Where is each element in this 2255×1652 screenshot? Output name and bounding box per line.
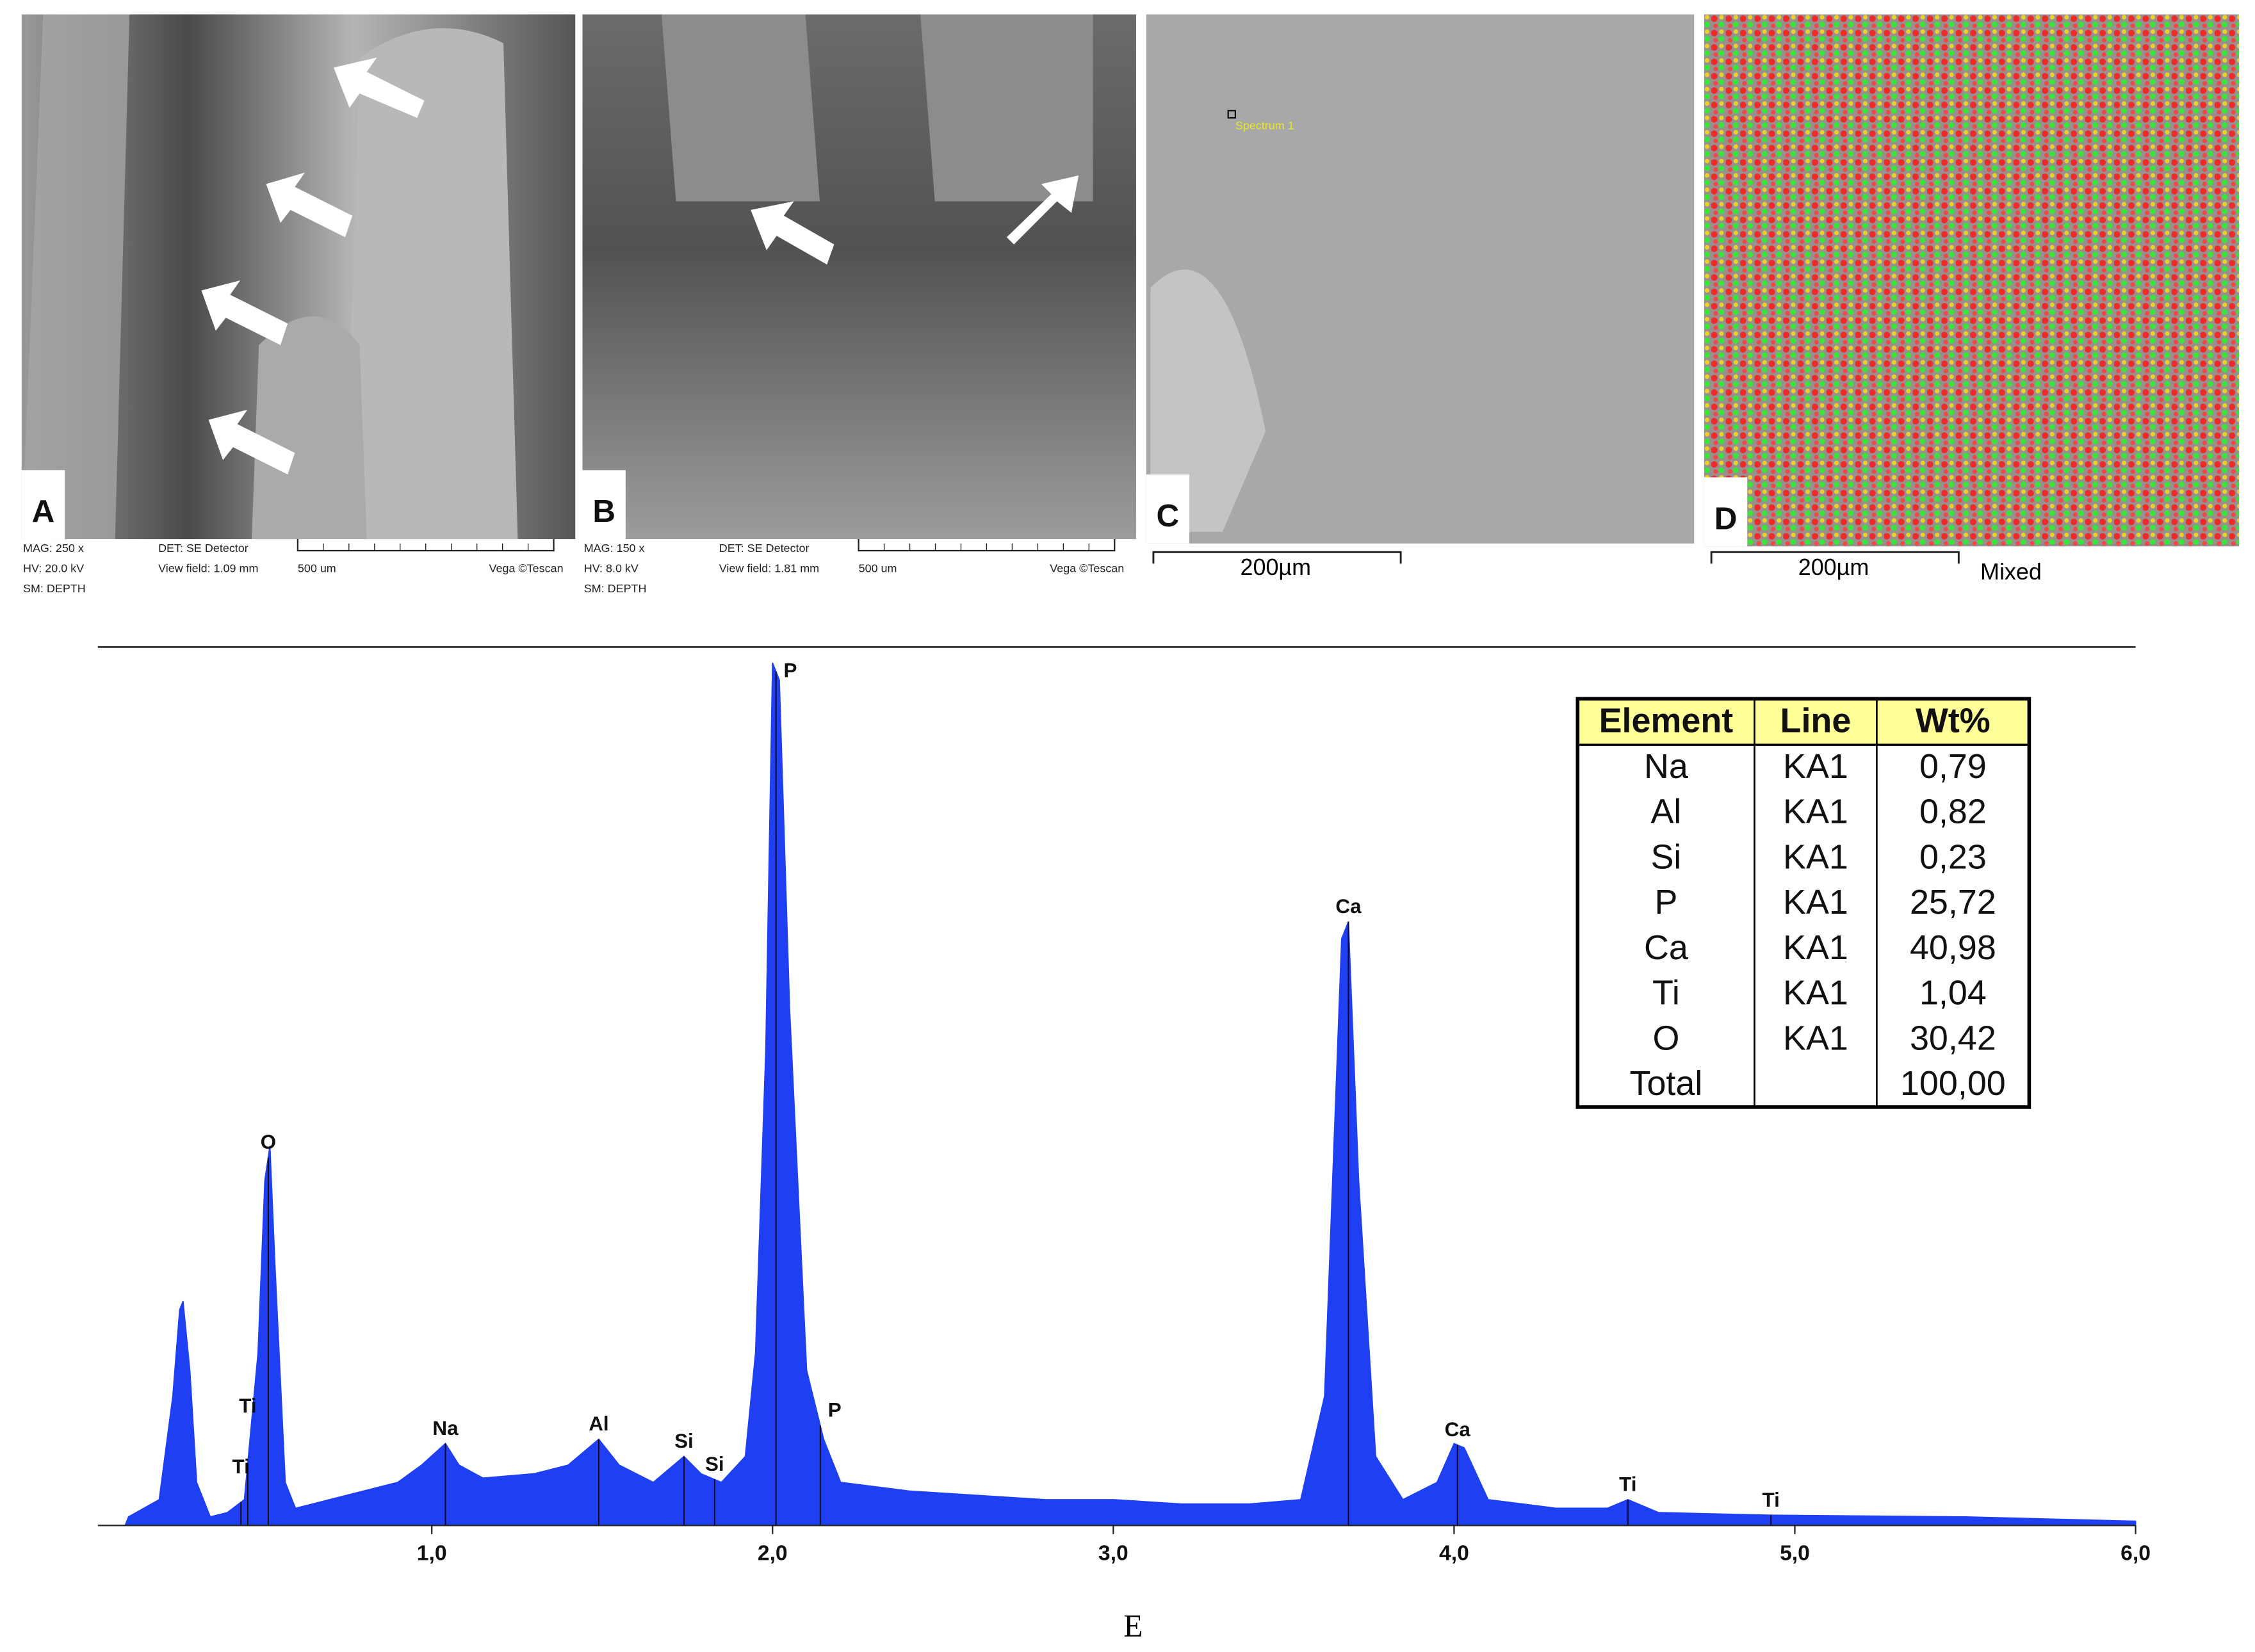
table-cell: 100,00 xyxy=(1900,1064,2006,1103)
table-cell: Total xyxy=(1630,1064,1703,1103)
meta-text: SM: DEPTH xyxy=(584,582,647,595)
meta-text: HV: 20.0 kV xyxy=(23,562,84,575)
marker xyxy=(1227,109,1237,119)
peak-label: Si xyxy=(705,1453,724,1475)
meta-text: Vega ©Tescan xyxy=(489,562,564,575)
meta-text: Vega ©Tescan xyxy=(1050,562,1124,575)
scale-bar xyxy=(1710,551,1960,564)
arrows xyxy=(201,57,1079,474)
meta-text: View field: 1.09 mm xyxy=(158,562,258,575)
table-cell: 40,98 xyxy=(1910,928,1996,967)
table-cell: Si xyxy=(1650,838,1681,876)
panel-label: D xyxy=(1714,501,1738,536)
x-tick-label: 6,0 xyxy=(2121,1541,2151,1565)
peak-label: Na xyxy=(432,1417,459,1439)
peak-label: O xyxy=(261,1131,276,1153)
panel-d-image xyxy=(1704,14,2240,547)
table-cell: Al xyxy=(1650,793,1681,831)
table-cell: 0,79 xyxy=(1919,747,1987,786)
meta-text: 500 um xyxy=(298,562,336,575)
table-cell: KA1 xyxy=(1783,838,1848,876)
scale-label: 200µm xyxy=(1798,554,1869,580)
table-cell: P xyxy=(1654,883,1677,921)
peak-label: Ca xyxy=(1335,895,1362,918)
spectrum: Ti Ti O Na Al Si Si P P Ca Ca Ti Ti 1,0 2,0 3,0 4,0 5,0 6,… xyxy=(97,660,2151,1565)
peak-label: P xyxy=(784,660,797,682)
panel-label-box xyxy=(582,470,626,540)
peak-label: Ti xyxy=(232,1455,250,1478)
results-table: Element Line Wt% Na KA1 0,79 Al KA1 0,82 Si KA1 0,2… xyxy=(1575,697,2031,1109)
table-cell: 1,04 xyxy=(1919,974,1987,1012)
table-cell: KA1 xyxy=(1783,928,1848,967)
peak-label: Al xyxy=(589,1413,608,1435)
x-tick-label: 5,0 xyxy=(1780,1541,1810,1565)
meta-text: DET: SE Detector xyxy=(719,542,810,555)
scale-label: 200µm xyxy=(1241,554,1312,580)
x-tick-label: 3,0 xyxy=(1098,1541,1128,1565)
table-border xyxy=(1575,697,2031,1109)
meta-text: View field: 1.81 mm xyxy=(719,562,819,575)
peak-label: Si xyxy=(674,1430,694,1452)
table-cell: 0,23 xyxy=(1919,838,1987,876)
table-cell: Na xyxy=(1644,747,1688,786)
table-cell: KA1 xyxy=(1783,974,1848,1012)
table-header: Wt% xyxy=(1916,702,1990,740)
table-cell: Ca xyxy=(1644,928,1688,967)
table-cell: O xyxy=(1652,1019,1679,1057)
overlay-label: Spectrum 1 xyxy=(1235,119,1294,132)
x-tick-label: 2,0 xyxy=(758,1541,788,1565)
panel-label-box xyxy=(1146,474,1190,544)
panel-label: B xyxy=(592,494,615,529)
meta-text: MAG: 250 x xyxy=(23,542,84,555)
peak-label: Ca xyxy=(1445,1418,1471,1441)
panel-b-image xyxy=(582,14,1136,540)
panel-c-texture xyxy=(1150,270,1266,532)
table-header: Line xyxy=(1780,702,1852,740)
meta-text: HV: 8.0 kV xyxy=(584,562,639,575)
table-cell: KA1 xyxy=(1783,793,1848,831)
scale-bar xyxy=(1152,551,1402,564)
table-cell: Ti xyxy=(1652,974,1680,1012)
peak-label: P xyxy=(828,1399,842,1421)
meta-text: MAG: 150 x xyxy=(584,542,645,555)
x-tick-label: 4,0 xyxy=(1439,1541,1469,1565)
meta-text: 500 um xyxy=(859,562,897,575)
table-header-bg xyxy=(1577,699,2030,745)
peak-label: Ti xyxy=(239,1395,256,1417)
x-tick-label: 1,0 xyxy=(417,1541,447,1565)
table-cell: KA1 xyxy=(1783,883,1848,921)
table-cell: KA1 xyxy=(1783,1019,1848,1057)
meta-text: DET: SE Detector xyxy=(158,542,248,555)
table-cell: KA1 xyxy=(1783,747,1848,786)
spectrum-area xyxy=(124,662,2137,1526)
meta-text: SM: DEPTH xyxy=(23,582,86,595)
panel-a-image xyxy=(21,14,576,540)
panel-label: A xyxy=(32,494,55,529)
panel-label: C xyxy=(1157,498,1180,533)
table-header: Element xyxy=(1599,702,1734,740)
table-cell: 30,42 xyxy=(1910,1019,1996,1057)
table-cell: 25,72 xyxy=(1910,883,1996,921)
panel-label-box xyxy=(1704,477,1748,547)
panel-label-box xyxy=(21,470,65,540)
peak-label: Ti xyxy=(1619,1473,1636,1496)
panel-e-label: E xyxy=(1123,1608,1143,1643)
caption: Mixed xyxy=(1980,558,2042,585)
peak-label: Ti xyxy=(1762,1489,1780,1511)
table-cell: 0,82 xyxy=(1919,793,1987,831)
